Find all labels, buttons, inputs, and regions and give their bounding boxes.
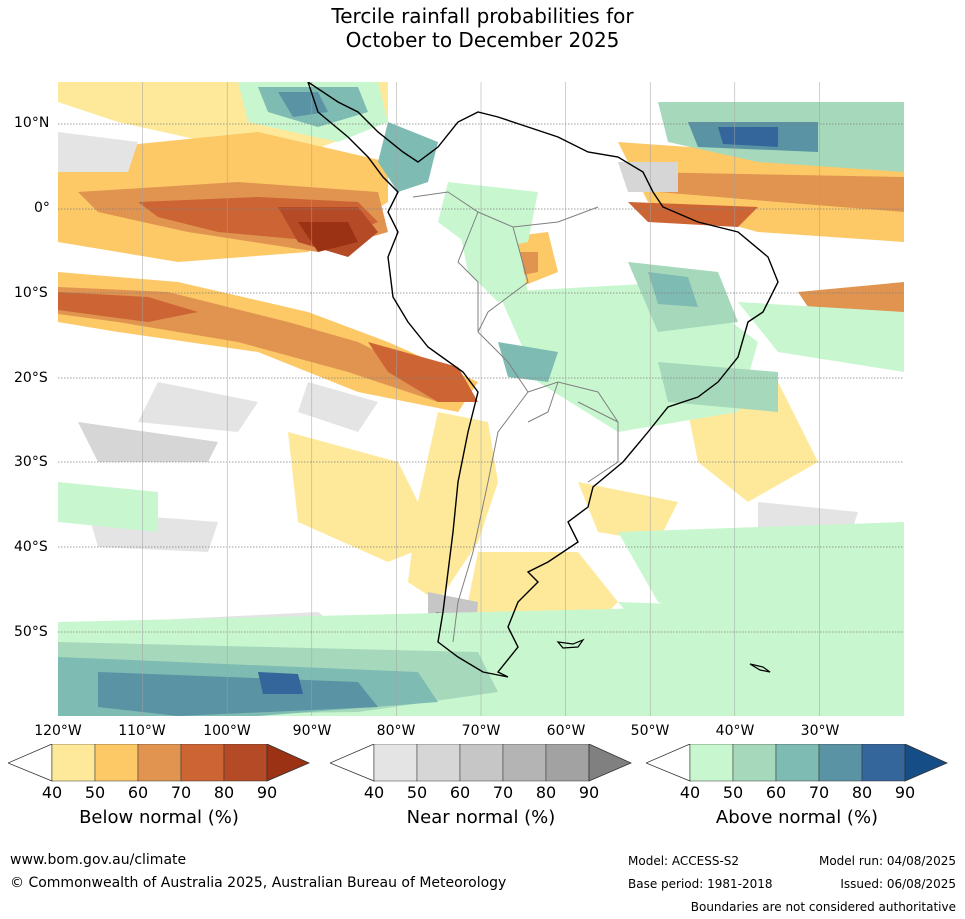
lon-label-120w: 120°W bbox=[34, 723, 82, 739]
lat-label-10n: 10°N bbox=[14, 115, 50, 131]
cbar-near-arrow-left bbox=[328, 743, 375, 782]
cbar-above-tick: 60 bbox=[765, 783, 787, 802]
copyright-text: © Commonwealth of Australia 2025, Austra… bbox=[10, 875, 507, 891]
coastline bbox=[307, 82, 779, 678]
cbar-near-title: Near normal (%) bbox=[406, 807, 556, 828]
issued-text: Issued: 06/08/2025 bbox=[840, 877, 956, 891]
lon-label-100w: 100°W bbox=[203, 723, 251, 739]
lon-label-60w: 60°W bbox=[546, 723, 586, 739]
cbar-near-seg-2 bbox=[416, 743, 461, 782]
lon-label-30w: 30°W bbox=[800, 723, 840, 739]
lon-label-80w: 80°W bbox=[376, 723, 416, 739]
title-line-2: October to December 2025 bbox=[345, 28, 620, 52]
cbar-above-seg-5 bbox=[861, 743, 906, 782]
lon-label-70w: 70°W bbox=[461, 723, 501, 739]
cbar-near-seg-3 bbox=[459, 743, 504, 782]
cbar-above-tick: 40 bbox=[679, 783, 701, 802]
cbar-above-tick: 90 bbox=[894, 783, 916, 802]
falkland-islands bbox=[556, 638, 585, 649]
cbar-below-seg-4 bbox=[180, 743, 225, 782]
cbar-near-seg-5 bbox=[545, 743, 590, 782]
cbar-near-tick: 50 bbox=[406, 783, 428, 802]
cbar-below-arrow-right bbox=[266, 743, 310, 782]
cbar-above-seg-3 bbox=[775, 743, 820, 782]
model-text: Model: ACCESS-S2 bbox=[628, 854, 740, 868]
cbar-above-tick: 80 bbox=[851, 783, 873, 802]
lat-label-30s: 30°S bbox=[14, 454, 48, 470]
cbar-above-seg-4 bbox=[818, 743, 863, 782]
model-run-text: Model run: 04/08/2025 bbox=[818, 854, 956, 868]
colorbar-near-normal bbox=[328, 743, 632, 786]
probability-map bbox=[58, 82, 904, 716]
cbar-below-seg-1 bbox=[51, 743, 96, 782]
disclaimer-text: Boundaries are not considered authoritat… bbox=[690, 900, 956, 914]
cbar-below-seg-5 bbox=[223, 743, 268, 782]
cbar-above-arrow-right bbox=[904, 743, 948, 782]
lat-label-20s: 20°S bbox=[14, 370, 48, 386]
cbar-above-tick: 70 bbox=[808, 783, 830, 802]
cbar-near-tick: 90 bbox=[578, 783, 600, 802]
cbar-near-tick: 70 bbox=[492, 783, 514, 802]
lat-label-0: 0° bbox=[34, 200, 50, 216]
cbar-near-tick: 60 bbox=[449, 783, 471, 802]
cbar-near-seg-4 bbox=[502, 743, 547, 782]
bom-url[interactable]: www.bom.gov.au/climate bbox=[10, 852, 187, 868]
cbar-below-tick: 80 bbox=[213, 783, 235, 802]
lon-label-110w: 110°W bbox=[118, 723, 166, 739]
cbar-above-title: Above normal (%) bbox=[715, 807, 879, 828]
colorbar-above-normal bbox=[644, 743, 948, 786]
base-period-text: Base period: 1981-2018 bbox=[628, 877, 773, 891]
cbar-below-seg-2 bbox=[94, 743, 139, 782]
cbar-near-arrow-right bbox=[588, 743, 632, 782]
cbar-below-tick: 70 bbox=[170, 783, 192, 802]
cbar-below-tick: 50 bbox=[84, 783, 106, 802]
map-title: Tercile rainfall probabilities for Octob… bbox=[0, 4, 965, 52]
cbar-below-tick: 60 bbox=[127, 783, 149, 802]
lon-label-50w: 50°W bbox=[630, 723, 670, 739]
cbar-above-arrow-left bbox=[644, 743, 691, 782]
cbar-above-seg-2 bbox=[732, 743, 777, 782]
lon-label-40w: 40°W bbox=[715, 723, 755, 739]
cbar-above-seg-1 bbox=[689, 743, 734, 782]
cbar-below-title: Below normal (%) bbox=[79, 807, 239, 828]
lat-label-10s: 10°S bbox=[14, 285, 48, 301]
lat-label-50s: 50°S bbox=[14, 624, 48, 640]
cbar-near-tick: 40 bbox=[363, 783, 385, 802]
lon-label-90w: 90°W bbox=[292, 723, 332, 739]
lat-label-40s: 40°S bbox=[14, 539, 48, 555]
graticule bbox=[58, 82, 904, 716]
cbar-below-seg-3 bbox=[137, 743, 182, 782]
map-svg bbox=[58, 82, 904, 716]
cbar-near-seg-1 bbox=[373, 743, 418, 782]
cbar-near-tick: 80 bbox=[535, 783, 557, 802]
cbar-below-arrow-left bbox=[6, 743, 53, 782]
colorbar-below-normal bbox=[6, 743, 310, 786]
cbar-above-tick: 50 bbox=[722, 783, 744, 802]
title-line-1: Tercile rainfall probabilities for bbox=[331, 4, 634, 28]
cbar-below-tick: 90 bbox=[256, 783, 278, 802]
cbar-below-tick: 40 bbox=[41, 783, 63, 802]
national-borders bbox=[412, 191, 619, 643]
south-georgia bbox=[749, 663, 771, 673]
